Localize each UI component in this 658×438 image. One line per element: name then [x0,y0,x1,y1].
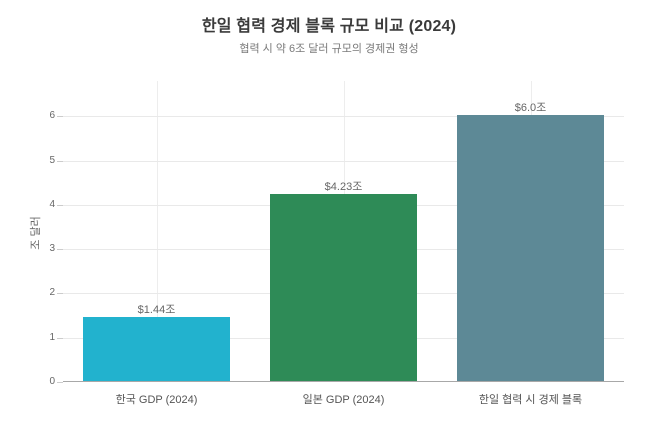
y-tick-label: 2 [49,287,55,299]
y-tick-label: 6 [49,110,55,122]
y-tick-mark [57,382,63,383]
y-tick-mark [57,204,63,206]
y-tick-mark [57,249,63,251]
y-tick-mark [57,116,63,118]
y-tick-mark [57,160,63,162]
vertical-gridline [156,81,158,382]
y-tick-mark [57,293,63,295]
horizontal-gridline [63,160,624,162]
y-tick-mark [57,337,63,339]
y-tick-label: 1 [49,331,55,343]
bar-1 [270,193,417,381]
x-tick-label: 한일 협력 시 경제 블록 [478,394,583,406]
bar-value-label: $1.44조 [137,304,176,317]
x-tick-label: 일본 GDP (2024) [302,394,385,406]
y-tick-label: 3 [49,243,55,255]
bar-value-label: $6.0조 [514,102,547,115]
bar-0 [83,317,230,381]
chart-subtitle: 협력 시 약 6조 달러 규모의 경제권 형성 [239,43,419,55]
bar-2 [457,115,604,381]
y-tick-label: 0 [49,376,55,387]
x-axis-line [63,381,624,382]
bar-value-label: $4.23조 [324,180,363,193]
y-tick-label: 4 [49,198,55,210]
y-tick-label: 5 [49,154,55,166]
chart-title: 한일 협력 경제 블록 규모 비교 (2024) [201,18,457,35]
x-tick-label: 한국 GDP (2024) [115,394,198,406]
horizontal-gridline [63,116,624,118]
